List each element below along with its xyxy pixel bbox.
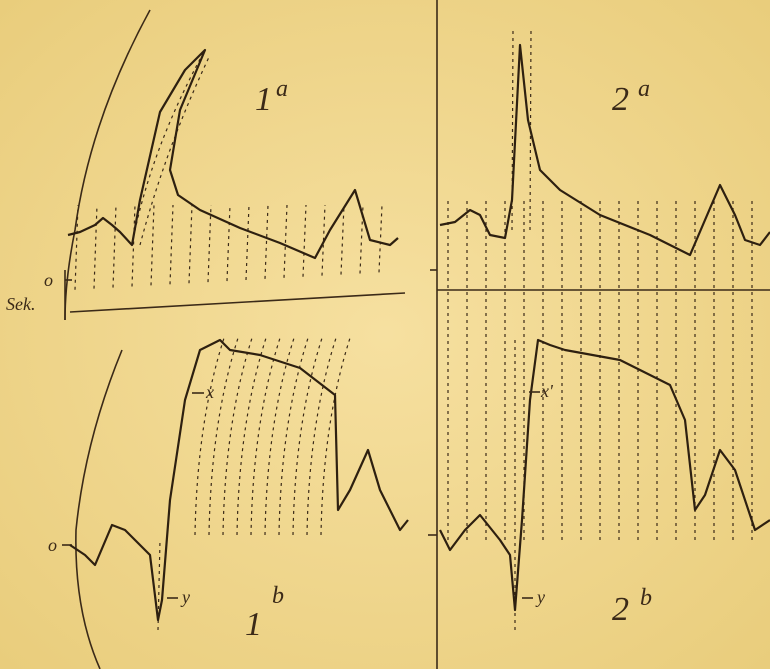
time-marker xyxy=(74,204,79,290)
trace-1b xyxy=(69,338,409,622)
time-marker xyxy=(208,334,240,536)
time-marker xyxy=(188,204,193,284)
arc-bottom xyxy=(75,349,123,669)
time-marker xyxy=(139,54,211,246)
panel-number: 2 xyxy=(612,81,629,118)
time-marker xyxy=(264,204,269,279)
arc-top xyxy=(64,9,151,321)
panel-number: 1 xyxy=(245,606,262,643)
time-marker xyxy=(264,334,296,536)
panel-letter: a xyxy=(276,76,288,102)
marker-x: x' xyxy=(540,381,554,401)
time-marker xyxy=(283,204,288,278)
marker-y: y xyxy=(535,587,545,607)
time-marker xyxy=(340,204,345,275)
trace-2a xyxy=(439,43,770,257)
time-marker xyxy=(278,334,310,536)
panel-letter: b xyxy=(272,583,284,609)
panel-letter: b xyxy=(640,585,652,611)
time-marker xyxy=(245,204,250,280)
time-marker xyxy=(302,204,307,277)
time-marker xyxy=(222,334,254,536)
seconds-line xyxy=(69,292,406,313)
marker-y: y xyxy=(180,587,190,607)
panel-letter: a xyxy=(638,76,650,102)
time-marker xyxy=(320,334,352,536)
time-marker xyxy=(306,334,338,536)
panel-number: 1 xyxy=(255,81,272,118)
time-marker xyxy=(226,204,231,282)
time-marker xyxy=(194,334,226,536)
time-marker xyxy=(207,204,212,283)
trace-2b xyxy=(439,338,770,612)
trace-1a xyxy=(67,48,399,260)
marker-x: x xyxy=(205,382,214,402)
time-marker xyxy=(236,334,268,536)
seconds-label: Sek. xyxy=(6,294,35,314)
panel-number: 2 xyxy=(612,591,629,628)
time-marker xyxy=(378,204,383,273)
zero-label: o xyxy=(44,270,53,290)
time-marker xyxy=(511,29,514,231)
zero-label: o xyxy=(48,535,57,555)
time-marker xyxy=(292,334,324,536)
time-marker xyxy=(250,334,282,536)
